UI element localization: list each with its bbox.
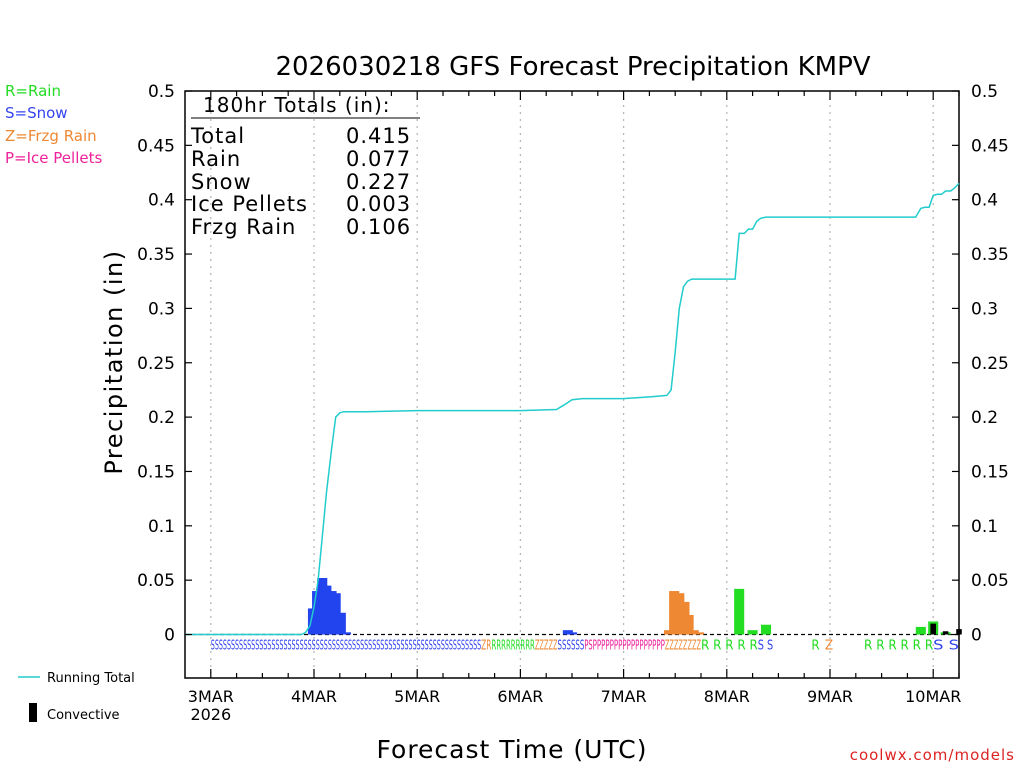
precip-bar-frzg-rain: [669, 591, 680, 635]
legend-snow: S=Snow: [5, 104, 68, 122]
ptype-label: S S: [758, 639, 773, 654]
y-tick-label-left: 0.15: [137, 462, 175, 482]
running-total-series: [185, 182, 960, 636]
legend-frzg-rain: Z=Frzg Rain: [5, 127, 97, 145]
x-tick-label: 3MAR: [188, 687, 234, 706]
y-tick-label-right: 0: [971, 626, 982, 646]
precip-bar-rain: [760, 624, 772, 635]
ptype-label: R R R R R R: [864, 639, 933, 654]
x-tick-label: 9MAR: [807, 687, 853, 706]
precip-bars: [307, 577, 962, 635]
totals-value-snow: 0.227: [346, 170, 411, 194]
totals-value-frzg-rain: 0.106: [346, 215, 411, 239]
ptype-label: SSSSSS: [558, 639, 585, 654]
y-tick-label-right: 0.2: [971, 408, 998, 428]
ptype-label: R R R R R: [701, 639, 758, 654]
y-tick-label-left: 0: [164, 626, 175, 646]
precip-bar-frzg-rain: [663, 630, 675, 635]
y-tick-label-right: 0.4: [971, 191, 998, 211]
ptype-label: S S: [933, 639, 959, 654]
y-tick-label-left: 0.1: [148, 517, 175, 537]
legend-ice-pellets: P=Ice Pellets: [5, 149, 102, 167]
precip-bar-rain: [915, 626, 926, 635]
x-tick-sublabel: 2026: [190, 705, 231, 724]
precip-bar-frzg-rain: [693, 632, 704, 635]
y-tick-label-right: 0.25: [971, 354, 1009, 374]
running-total-legend-label: Running Total: [47, 671, 135, 686]
totals-value-rain: 0.077: [346, 147, 411, 171]
x-tick-label: 6MAR: [497, 687, 543, 706]
ptype-label: ZZZZZ: [535, 639, 558, 654]
ptype-label: Z: [825, 639, 833, 654]
ptype-row: SSSSSSSSSSSSSSSSSSSSSSSSSSSSSSSSSSSSSSSS…: [211, 639, 959, 654]
precip-bar-rain: [747, 630, 758, 635]
totals-value-total: 0.415: [346, 124, 411, 148]
ptype-label: ZZZZZZZZ: [665, 639, 701, 654]
x-tick-label: 10MAR: [905, 687, 961, 706]
y-tick-label-left: 0.25: [137, 354, 175, 374]
ptype-label: SSSSSSSSSSSSSSSSSSSSSSSSSSSSSSSSSSSSSSSS…: [211, 639, 481, 654]
y-tick-label-right: 0.45: [971, 136, 1009, 156]
precip-bar-frzg-rain: [674, 593, 685, 635]
ptype-label: PS: [584, 639, 592, 654]
totals-label-frzg-rain: Frzg Rain: [191, 215, 296, 239]
y-tick-label-left: 0.45: [137, 136, 175, 156]
ptype-label: ZR: [481, 639, 491, 654]
y-tick-label-left: 0.2: [148, 408, 175, 428]
totals-value-ice-pellets: 0.003: [346, 192, 411, 216]
totals-label-snow: Snow: [191, 170, 252, 194]
precip-bar-snow: [321, 585, 332, 635]
plot-area: [184, 90, 960, 679]
y-tick-label-right: 0.3: [971, 299, 998, 319]
precip-bar-snow: [335, 612, 346, 635]
ptype-label: RRRRRRRRR: [492, 639, 535, 654]
x-tick-label: 5MAR: [394, 687, 440, 706]
precip-bar-snow: [340, 632, 352, 635]
precip-bar-snow: [312, 591, 323, 635]
precip-bar-frzg-rain: [683, 614, 694, 635]
totals-heading: 180hr Totals (in):: [203, 93, 391, 117]
ptype-label: R: [811, 639, 819, 654]
y-tick-label-left: 0.3: [148, 299, 175, 319]
y-axis-label: Precipitation (in): [100, 249, 128, 474]
x-axis-label: Forecast Time (UTC): [377, 735, 648, 764]
totals-box: 180hr Totals (in): Total 0.415 Rain 0.07…: [190, 93, 420, 239]
precip-bar-convective: [930, 623, 936, 635]
precip-bar-convective: [956, 629, 962, 635]
y-tick-label-left: 0.4: [148, 191, 175, 211]
totals-label-total: Total: [190, 124, 245, 148]
y-tick-label-right: 0.1: [971, 517, 998, 537]
x-tick-label: 8MAR: [704, 687, 750, 706]
precip-bar-rain: [734, 588, 745, 635]
credit-text: coolwx.com/models: [850, 746, 1015, 764]
convective-legend-swatch: [29, 703, 37, 722]
precip-bar-snow: [566, 632, 578, 635]
y-tick-label-left: 0.5: [148, 82, 175, 102]
y-tick-label-right: 0.5: [971, 82, 998, 102]
precip-bar-snow: [330, 593, 341, 635]
legend-rain: R=Rain: [5, 82, 61, 100]
precip-bar-convective: [942, 631, 949, 635]
x-tick-label: 7MAR: [601, 687, 647, 706]
y-tick-label-left: 0.05: [137, 571, 175, 591]
grid-lines: [185, 91, 959, 678]
y-tick-label-right: 0.35: [971, 245, 1009, 265]
x-tick-label: 4MAR: [291, 687, 337, 706]
precip-bar-frzg-rain: [688, 630, 699, 635]
totals-label-rain: Rain: [191, 147, 241, 171]
running-total-line: [185, 182, 960, 636]
chart-title: 2026030218 GFS Forecast Precipitation KM…: [275, 52, 870, 82]
ptype-label: PPPPPPPPPPPPPPPPP: [593, 639, 665, 654]
axes: 0 0 0.05 0.05 0.1 0.1 0.15 0.15 0.2 0.2 0.25 0.25 0.…: [137, 82, 1009, 724]
y-tick-label-right: 0.05: [971, 571, 1009, 591]
y-tick-label-left: 0.35: [137, 245, 175, 265]
convective-legend-label: Convective: [47, 708, 120, 723]
y-tick-label-right: 0.15: [971, 462, 1009, 482]
totals-label-ice-pellets: Ice Pellets: [191, 192, 308, 216]
